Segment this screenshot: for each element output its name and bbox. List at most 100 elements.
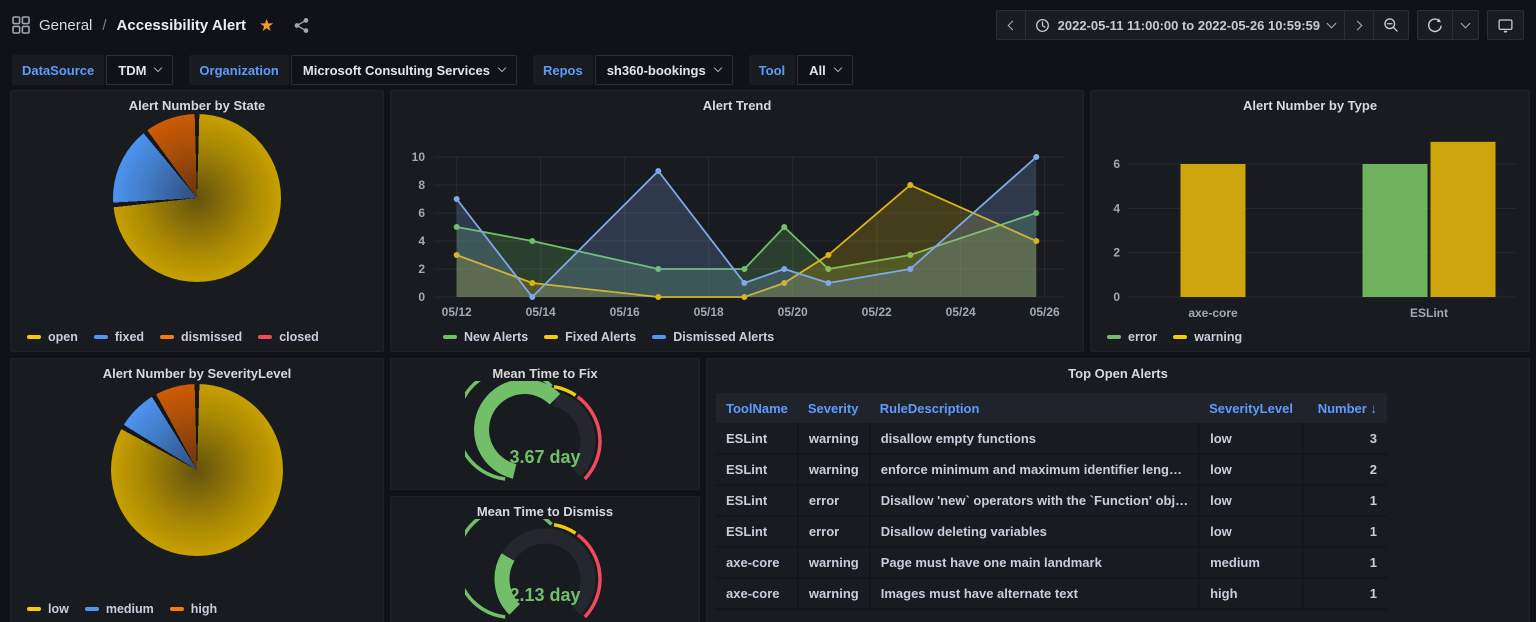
legend-item[interactable]: medium (84, 602, 154, 616)
panel-title[interactable]: Mean Time to Dismiss (476, 504, 614, 519)
svg-text:05/22: 05/22 (862, 305, 892, 319)
share-icon[interactable] (293, 17, 310, 34)
column-header-severitylevel[interactable]: SeverityLevel (1199, 393, 1303, 423)
svg-text:2.13 day: 2.13 day (509, 585, 580, 605)
breadcrumb: General / Accessibility Alert ★ (12, 16, 310, 34)
filter-organization-select[interactable]: Microsoft Consulting Services (290, 55, 517, 85)
chevron-down-icon (713, 63, 722, 73)
refresh-button[interactable] (1417, 10, 1453, 40)
table-header-row: ToolName Severity RuleDescription Severi… (716, 393, 1387, 423)
svg-text:0: 0 (418, 290, 425, 304)
table-row: axe-core warning Page must have one main … (716, 547, 1387, 579)
legend-item[interactable]: open (27, 330, 78, 344)
legend-item[interactable]: fixed (93, 330, 144, 344)
svg-text:05/16: 05/16 (610, 305, 640, 319)
legend-item[interactable]: low (27, 602, 69, 616)
column-header-number-sorted[interactable]: Number ↓ (1302, 393, 1387, 423)
svg-text:4: 4 (1113, 201, 1120, 215)
legend-item[interactable]: warning (1173, 330, 1242, 344)
svg-text:05/26: 05/26 (1030, 305, 1060, 319)
filter-organization-label: Organization (189, 55, 289, 85)
svg-text:0: 0 (1113, 290, 1120, 304)
breadcrumb-folder[interactable]: General (39, 16, 93, 34)
top-nav-bar: General / Accessibility Alert ★ 2022-05-… (0, 0, 1536, 50)
template-variable-bar: DataSource TDM Organization Microsoft Co… (12, 55, 853, 85)
breadcrumb-separator: / (102, 16, 107, 34)
top-open-alerts-table: ToolName Severity RuleDescription Severi… (716, 393, 1387, 610)
panel-title[interactable]: Alert Number by SeverityLevel (102, 366, 292, 381)
dashboards-grid-icon[interactable] (12, 16, 30, 34)
clock-icon (1035, 18, 1049, 32)
panel-title[interactable]: Top Open Alerts (1068, 366, 1168, 381)
chevron-down-icon (1460, 18, 1471, 28)
favorite-star-icon[interactable]: ★ (259, 15, 275, 35)
chevron-down-icon (497, 63, 507, 73)
refresh-interval-dropdown[interactable] (1453, 10, 1479, 40)
column-header-severity[interactable]: Severity (797, 393, 870, 423)
zoom-out-icon (1384, 18, 1398, 32)
filter-organization: Organization Microsoft Consulting Servic… (189, 55, 517, 85)
line-chart-alert-trend[interactable]: 05/12 05/14 05/16 05/18 05/20 05/22 05/24 05/26… (398, 117, 1076, 323)
table-row: ESLint error Disallow 'new` operators wit… (716, 485, 1387, 517)
panel-title[interactable]: Alert Trend (702, 98, 772, 113)
bar-chart-alert-type[interactable]: 0 2 4 6 axe-core ESLint (1098, 117, 1522, 327)
legend-item[interactable]: Fixed Alerts (544, 330, 636, 344)
filter-datasource-label: DataSource (12, 55, 105, 85)
gauge-mean-time-to-dismiss[interactable]: 2.13 day (465, 519, 625, 622)
filter-repos-select[interactable]: sh360-bookings (594, 55, 733, 85)
panel-alert-number-by-type: Alert Number by Type 0 2 4 6 axe-core ESLint … (1090, 90, 1530, 352)
time-shift-forward-button[interactable] (1345, 10, 1374, 40)
legend: low medium high (27, 602, 217, 616)
table-row: axe-core warning Images must have alterna… (716, 578, 1387, 610)
panel-title[interactable]: Mean Time to Fix (492, 366, 598, 381)
legend-item[interactable]: closed (258, 330, 319, 344)
breadcrumb-dashboard-title[interactable]: Accessibility Alert (116, 16, 247, 34)
panel-top-open-alerts: Top Open Alerts ToolName Severity RuleDe… (706, 358, 1530, 622)
panel-title[interactable]: Alert Number by State (128, 98, 266, 113)
zoom-out-button[interactable] (1374, 10, 1409, 40)
svg-text:05/18: 05/18 (694, 305, 724, 319)
refresh-icon (1428, 18, 1442, 33)
svg-text:8: 8 (418, 178, 425, 192)
pie-chart-severity-level[interactable] (111, 384, 283, 556)
column-header-toolname[interactable]: ToolName (716, 393, 798, 423)
pie-chart-alert-state[interactable] (113, 114, 281, 282)
time-shift-back-button[interactable] (995, 10, 1026, 40)
legend: error warning (1107, 330, 1242, 344)
svg-text:05/20: 05/20 (778, 305, 808, 319)
legend-item[interactable]: dismissed (160, 330, 242, 344)
legend-item[interactable]: New Alerts (443, 330, 528, 344)
panel-alert-trend: Alert Trend 05/12 05/14 05/16 05/18 05/20 05/… (390, 90, 1084, 352)
svg-text:axe-core: axe-core (1188, 306, 1238, 320)
legend: New Alerts Fixed Alerts Dismissed Alerts (443, 330, 774, 344)
filter-tool-select[interactable]: All (797, 55, 853, 85)
kiosk-monitor-icon (1498, 18, 1513, 32)
filter-datasource: DataSource TDM (12, 55, 174, 85)
svg-text:2: 2 (418, 262, 425, 276)
gauge-mean-time-to-fix[interactable]: 3.67 day (465, 381, 625, 485)
legend-item[interactable]: high (169, 602, 217, 616)
svg-text:6: 6 (1113, 157, 1120, 171)
time-range-text: 2022-05-11 11:00:00 to 2022-05-26 10:59:… (1057, 17, 1320, 33)
table-row: ESLint warning enforce minimum and maximu… (716, 454, 1387, 486)
table-row: ESLint warning disallow empty functions lo… (716, 423, 1387, 455)
filter-repos: Repos sh360-bookings (532, 55, 733, 85)
time-range-group: 2022-05-11 11:00:00 to 2022-05-26 10:59:… (995, 10, 1409, 40)
legend-item[interactable]: Dismissed Alerts (652, 330, 774, 344)
filter-tool: Tool All (748, 55, 853, 85)
kiosk-mode-button[interactable] (1487, 10, 1524, 40)
svg-text:10: 10 (412, 150, 426, 164)
svg-text:3.67 day: 3.67 day (509, 447, 580, 467)
filter-datasource-select[interactable]: TDM (106, 55, 174, 85)
refresh-group (1417, 10, 1479, 40)
time-range-picker[interactable]: 2022-05-11 11:00:00 to 2022-05-26 10:59:… (1025, 10, 1345, 40)
panel-alert-number-by-severitylevel: Alert Number by SeverityLevel low medium… (10, 358, 384, 622)
chevron-down-icon (833, 63, 843, 73)
svg-text:05/24: 05/24 (946, 305, 976, 319)
filter-tool-label: Tool (748, 55, 796, 85)
panel-title[interactable]: Alert Number by Type (1242, 98, 1378, 113)
column-header-ruledescription[interactable]: RuleDescription (869, 393, 1200, 423)
legend-item[interactable]: error (1107, 330, 1157, 344)
svg-text:2: 2 (1113, 246, 1120, 260)
